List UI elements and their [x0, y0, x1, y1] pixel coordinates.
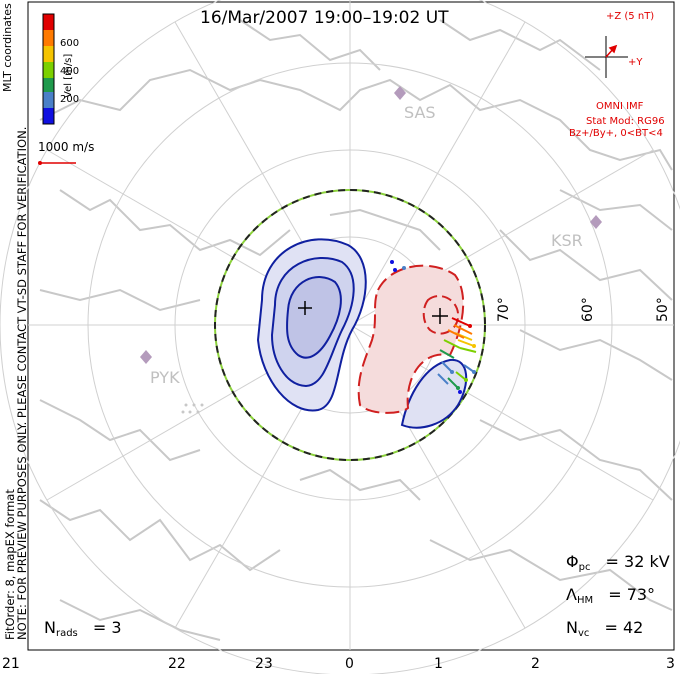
fit-info: FitOrder: 8, mapEX format: [3, 489, 17, 640]
stat-n-vc: Nvc = 42: [566, 618, 643, 639]
potential-extrema: [298, 301, 448, 324]
pyk-station-icon: [140, 350, 152, 364]
preview-note: NOTE: FOR PREVIEW PURPOSES ONLY. PLEASE …: [15, 126, 29, 640]
radar-stations: [140, 86, 602, 364]
stat-phi-pc: Φpc = 32 kV: [566, 552, 670, 573]
velocity-vectors: [390, 260, 477, 394]
stat-nvc-sub: vc: [577, 628, 590, 639]
stat-nrads-value: = 3: [92, 618, 122, 637]
velocity-scale-label: 1000 m/s: [38, 140, 95, 154]
stat-lambda-hm: ΛHM = 73°: [566, 585, 655, 606]
negative-convection-cell: [256, 238, 468, 429]
positive-convection-cell: [357, 264, 465, 414]
stat-phi-sub: pc: [578, 562, 591, 573]
mlt-hour-22: 22: [168, 656, 186, 672]
stat-nvc-value: = 42: [604, 618, 644, 637]
stat-nrads-symbol: N: [44, 618, 56, 637]
color-tick-400: 400: [60, 66, 80, 77]
stat-nrads-sub: rads: [55, 628, 78, 639]
mlt-hour-21: 21: [2, 656, 20, 672]
stat-lambda-value: = 73°: [608, 585, 656, 604]
plot-frame: [27, 1, 675, 651]
station-label-pyk: PYK: [150, 368, 180, 387]
coordinate-label: MLT coordinates: [1, 3, 14, 92]
mlt-hour-2: 2: [531, 656, 540, 672]
hm-boundary: [214, 189, 486, 461]
velocity-scale-vector: [38, 161, 76, 165]
mlt-hour-23: 23: [255, 656, 273, 672]
map-title: 16/Mar/2007 19:00–19:02 UT: [200, 8, 449, 28]
stat-phi-symbol: Φ: [566, 552, 579, 571]
ksr-station-icon: [590, 215, 602, 229]
station-label-sas: SAS: [404, 103, 436, 122]
color-tick-600: 600: [60, 38, 80, 49]
imf-y-label: +Y: [628, 57, 643, 68]
imf-source: OMNI IMF: [596, 101, 644, 112]
lat-label-60: 60°: [580, 297, 596, 322]
color-tick-200: 200: [60, 94, 80, 105]
stat-phi-value: = 32 kV: [605, 552, 670, 571]
imf-z-label: +Z (5 nT): [606, 11, 655, 22]
imf-vector: [605, 44, 618, 58]
color-bar: [42, 13, 55, 125]
mlt-hour-0: 0: [345, 656, 354, 672]
sas-station-icon: [394, 86, 406, 100]
imf-condition: Bz+/By+, 0<BT<4: [569, 128, 663, 139]
mlt-hour-1: 1: [434, 656, 443, 672]
pyk-cluster: [181, 403, 204, 414]
stat-n-rads: Nrads = 3: [44, 618, 122, 639]
stat-lambda-symbol: Λ: [566, 585, 577, 604]
imf-model: Stat Mod: RG96: [586, 116, 665, 127]
stat-nvc-symbol: N: [566, 618, 578, 637]
station-label-ksr: KSR: [551, 231, 583, 250]
stat-lambda-sub: HM: [576, 595, 594, 606]
lat-label-70: 70°: [496, 297, 512, 322]
coastlines: [39, 19, 673, 641]
lat-label-50: 50°: [655, 297, 671, 322]
mlt-hour-3: 3: [666, 656, 675, 672]
